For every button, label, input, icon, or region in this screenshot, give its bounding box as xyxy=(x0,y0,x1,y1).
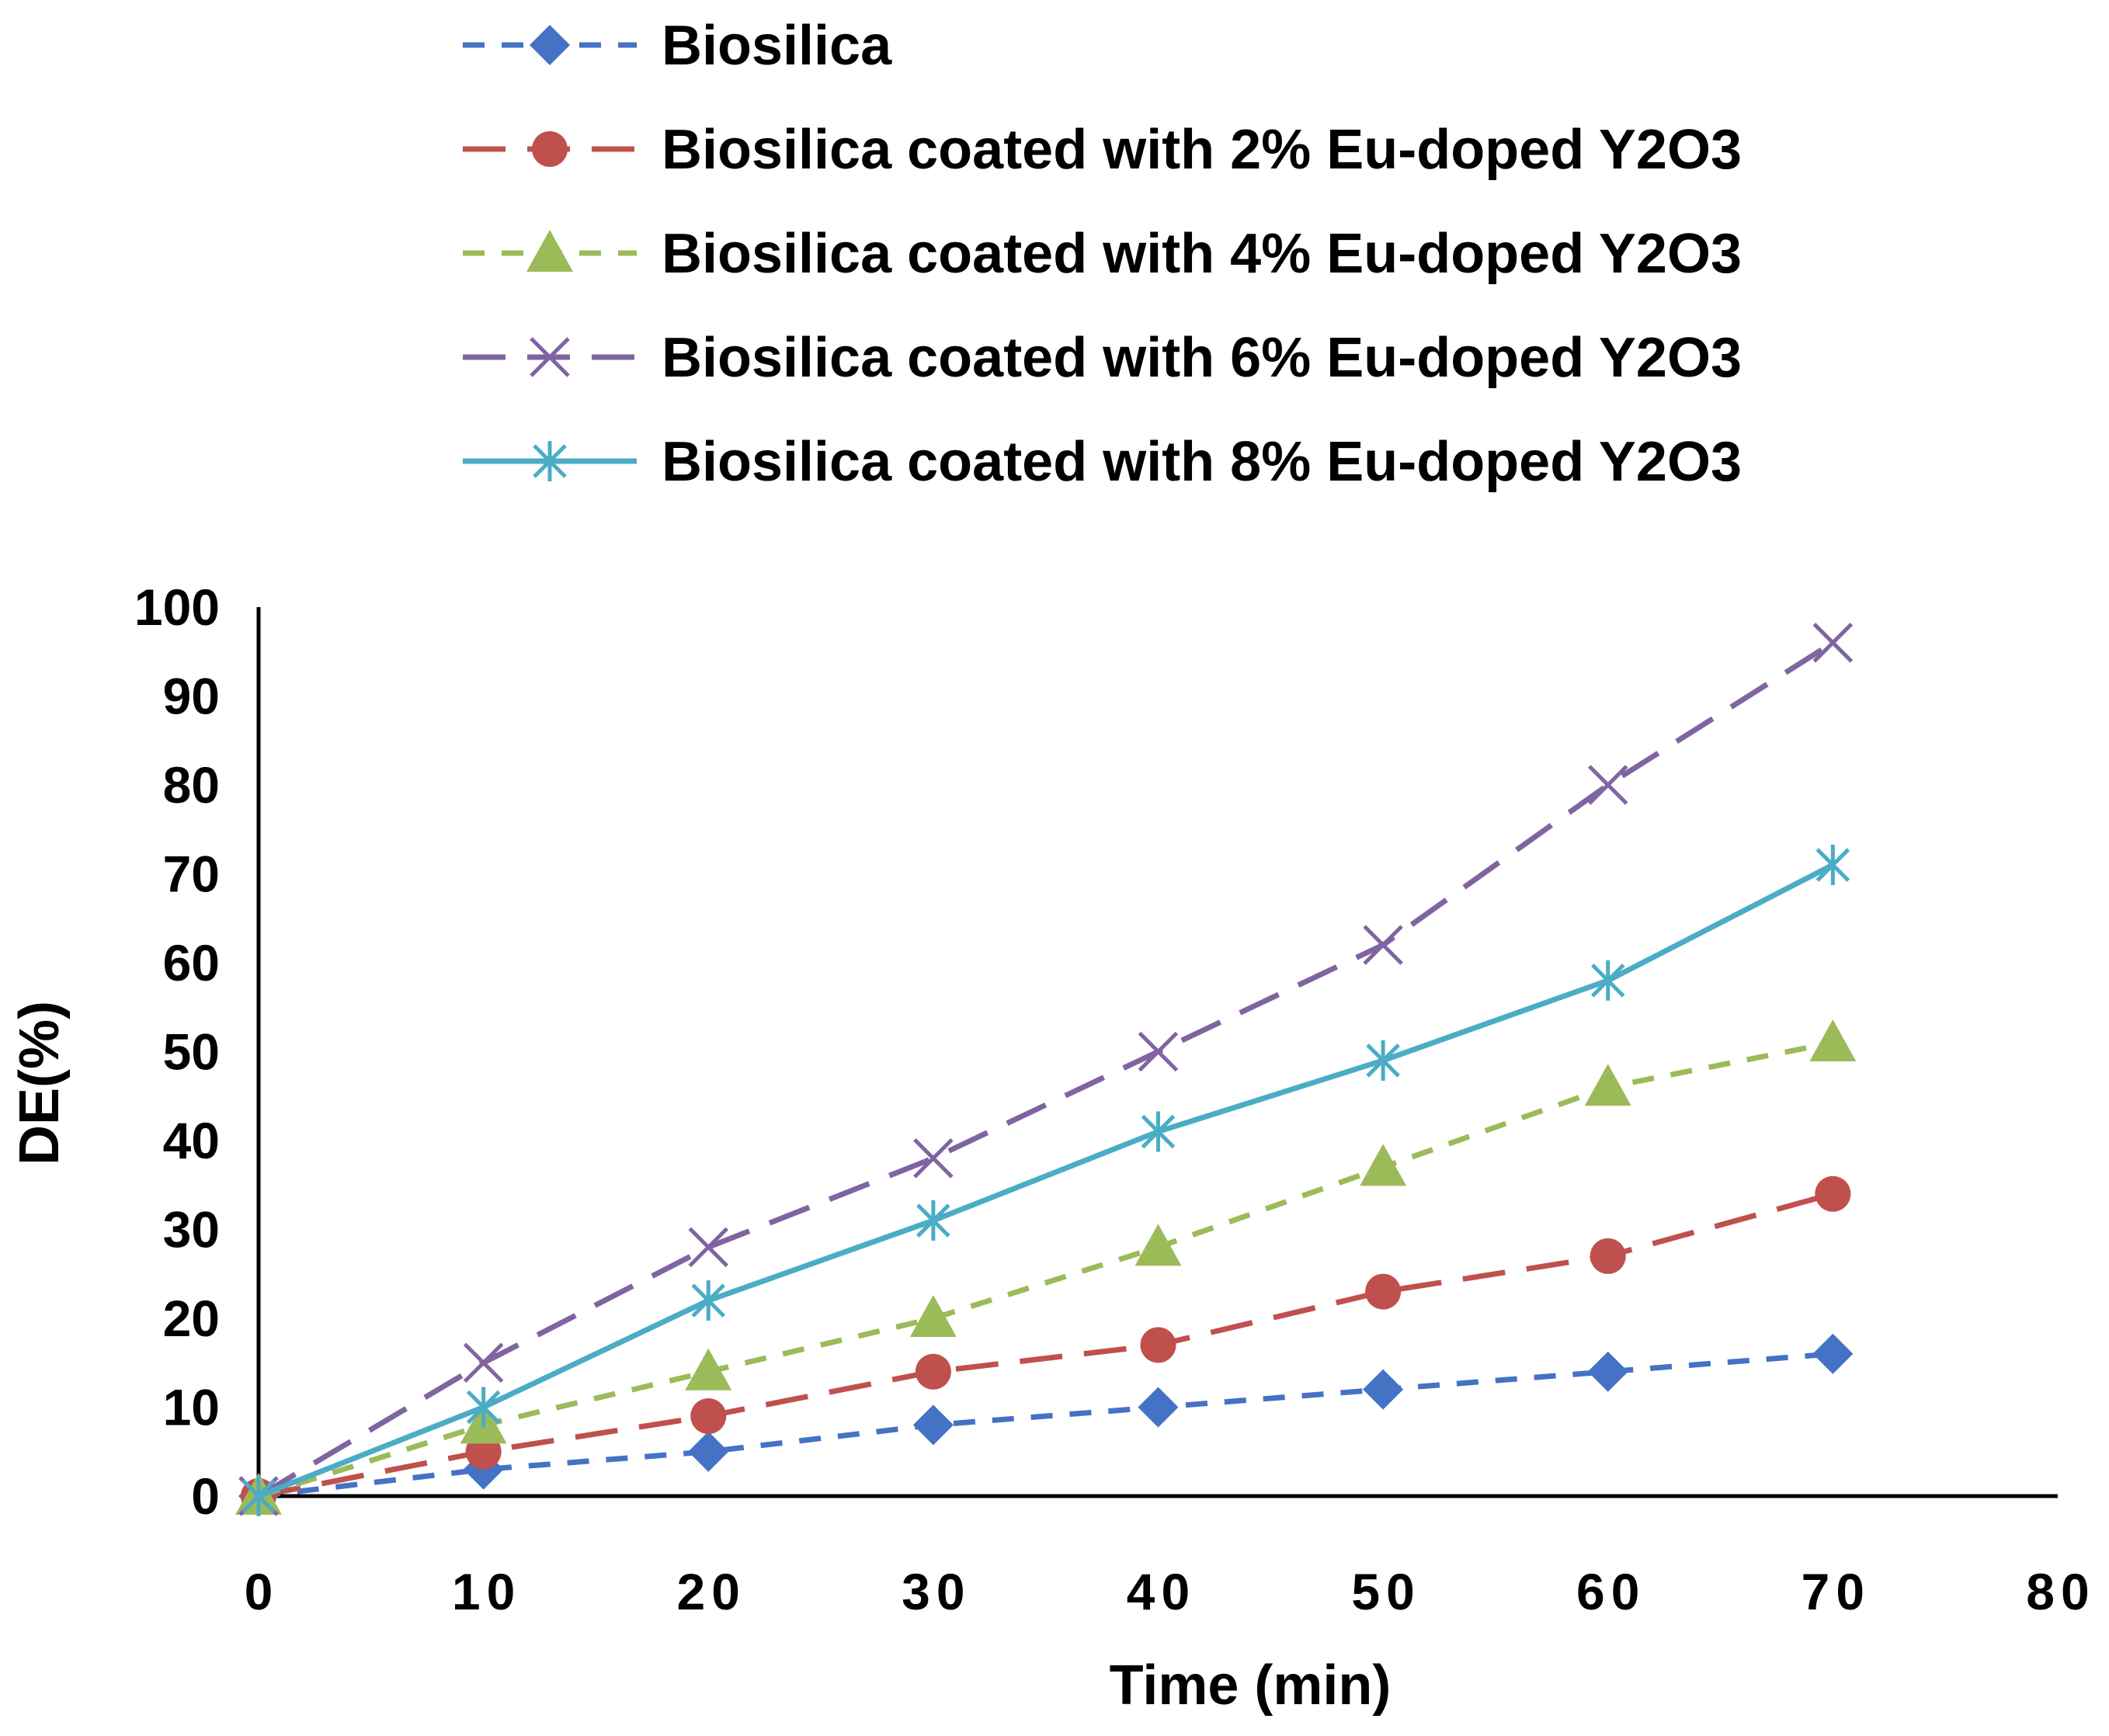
series-line xyxy=(257,640,1835,1499)
data-point xyxy=(466,1387,501,1428)
data-point xyxy=(1141,1111,1176,1152)
x-tick-label: 40 xyxy=(1127,1563,1196,1620)
x-tick-label: 30 xyxy=(902,1563,971,1620)
series-line xyxy=(258,1191,1834,1499)
y-tick-label: 60 xyxy=(163,934,220,991)
y-tick-label: 20 xyxy=(163,1290,220,1347)
data-point xyxy=(909,1295,957,1337)
data-point xyxy=(1809,1019,1857,1062)
data-point xyxy=(1812,1333,1854,1374)
x-tick-label: 10 xyxy=(452,1563,521,1620)
legend-marker-triangle xyxy=(526,230,573,272)
data-point xyxy=(1815,1175,1851,1212)
data-point xyxy=(1587,1351,1628,1392)
data-point xyxy=(685,1348,732,1391)
legend-label: Biosilica coated with 4% Eu-doped Y2O3 xyxy=(662,223,1742,285)
series-2 xyxy=(241,1175,1851,1514)
data-point xyxy=(688,1227,729,1268)
data-point xyxy=(241,1476,276,1516)
data-point xyxy=(688,1431,729,1472)
data-point xyxy=(1812,623,1854,663)
series-line xyxy=(257,1040,1834,1499)
legend-label: Biosilica coated with 8% Eu-doped Y2O3 xyxy=(662,431,1742,493)
data-point xyxy=(1363,1369,1404,1410)
x-tick-label: 70 xyxy=(1802,1563,1871,1620)
x-axis-label: Time (min) xyxy=(1110,1654,1392,1717)
legend-label: Biosilica coated with 2% Eu-doped Y2O3 xyxy=(662,119,1742,181)
data-point xyxy=(1590,1238,1626,1274)
x-tick-label: 20 xyxy=(677,1563,746,1620)
data-point xyxy=(1365,1273,1402,1310)
y-tick-label: 40 xyxy=(163,1112,220,1169)
legend-item: Biosilica coated with 8% Eu-doped Y2O3 xyxy=(463,431,1742,493)
x-tick-label: 80 xyxy=(2026,1563,2095,1620)
data-point xyxy=(1138,1387,1179,1428)
legend-item: Biosilica coated with 4% Eu-doped Y2O3 xyxy=(463,223,1742,285)
y-tick-label: 10 xyxy=(163,1379,220,1436)
data-point xyxy=(1587,765,1628,805)
data-point xyxy=(691,1280,726,1321)
legend-label: Biosilica coated with 6% Eu-doped Y2O3 xyxy=(662,327,1742,389)
y-tick-label: 90 xyxy=(163,668,220,725)
series-group xyxy=(235,623,1857,1516)
x-tick-label: 60 xyxy=(1576,1563,1645,1620)
data-point xyxy=(463,1342,504,1384)
data-point xyxy=(1590,960,1625,1001)
axes: 0 10 20 30 40 50 60 70 80 90 100 0 10 20 30 40 50 60 70 80 xyxy=(134,578,2095,1620)
legend-item: Biosilica coated with 6% Eu-doped Y2O3 xyxy=(463,327,1742,389)
legend-label: Biosilica xyxy=(662,15,892,77)
series-line xyxy=(258,1351,1833,1499)
data-point xyxy=(915,1353,951,1390)
series-5 xyxy=(241,845,1850,1516)
data-point xyxy=(916,1200,950,1241)
y-tick-label: 80 xyxy=(163,756,220,814)
y-tick-label: 0 xyxy=(191,1467,220,1525)
data-point xyxy=(1360,1144,1407,1186)
data-point xyxy=(1138,1031,1179,1072)
data-point xyxy=(690,1397,727,1434)
data-point xyxy=(1815,845,1850,886)
y-tick-label: 100 xyxy=(134,578,220,636)
y-tick-label: 50 xyxy=(163,1023,220,1081)
data-point xyxy=(912,1404,954,1446)
data-point xyxy=(1363,925,1403,965)
legend-marker-diamond xyxy=(530,25,570,65)
data-point xyxy=(1584,1064,1631,1106)
x-tick-label: 50 xyxy=(1351,1563,1420,1620)
data-point xyxy=(1366,1040,1400,1081)
y-tick-label: 70 xyxy=(163,845,220,903)
y-axis-label: DE(%) xyxy=(9,1001,71,1165)
x-tick-label: 0 xyxy=(245,1563,280,1620)
data-point xyxy=(1140,1327,1176,1363)
data-point xyxy=(913,1138,954,1179)
legend-marker-x xyxy=(530,337,570,377)
legend: Biosilica Biosilica coated with 2% Eu-dop… xyxy=(463,15,1742,493)
legend-item: Biosilica xyxy=(463,15,892,77)
legend-item: Biosilica coated with 2% Eu-doped Y2O3 xyxy=(463,119,1742,181)
y-tick-label: 30 xyxy=(163,1201,220,1259)
legend-marker-circle xyxy=(532,131,568,167)
series-line xyxy=(257,862,1834,1499)
legend-marker-star xyxy=(533,441,567,481)
data-point xyxy=(1134,1224,1182,1266)
